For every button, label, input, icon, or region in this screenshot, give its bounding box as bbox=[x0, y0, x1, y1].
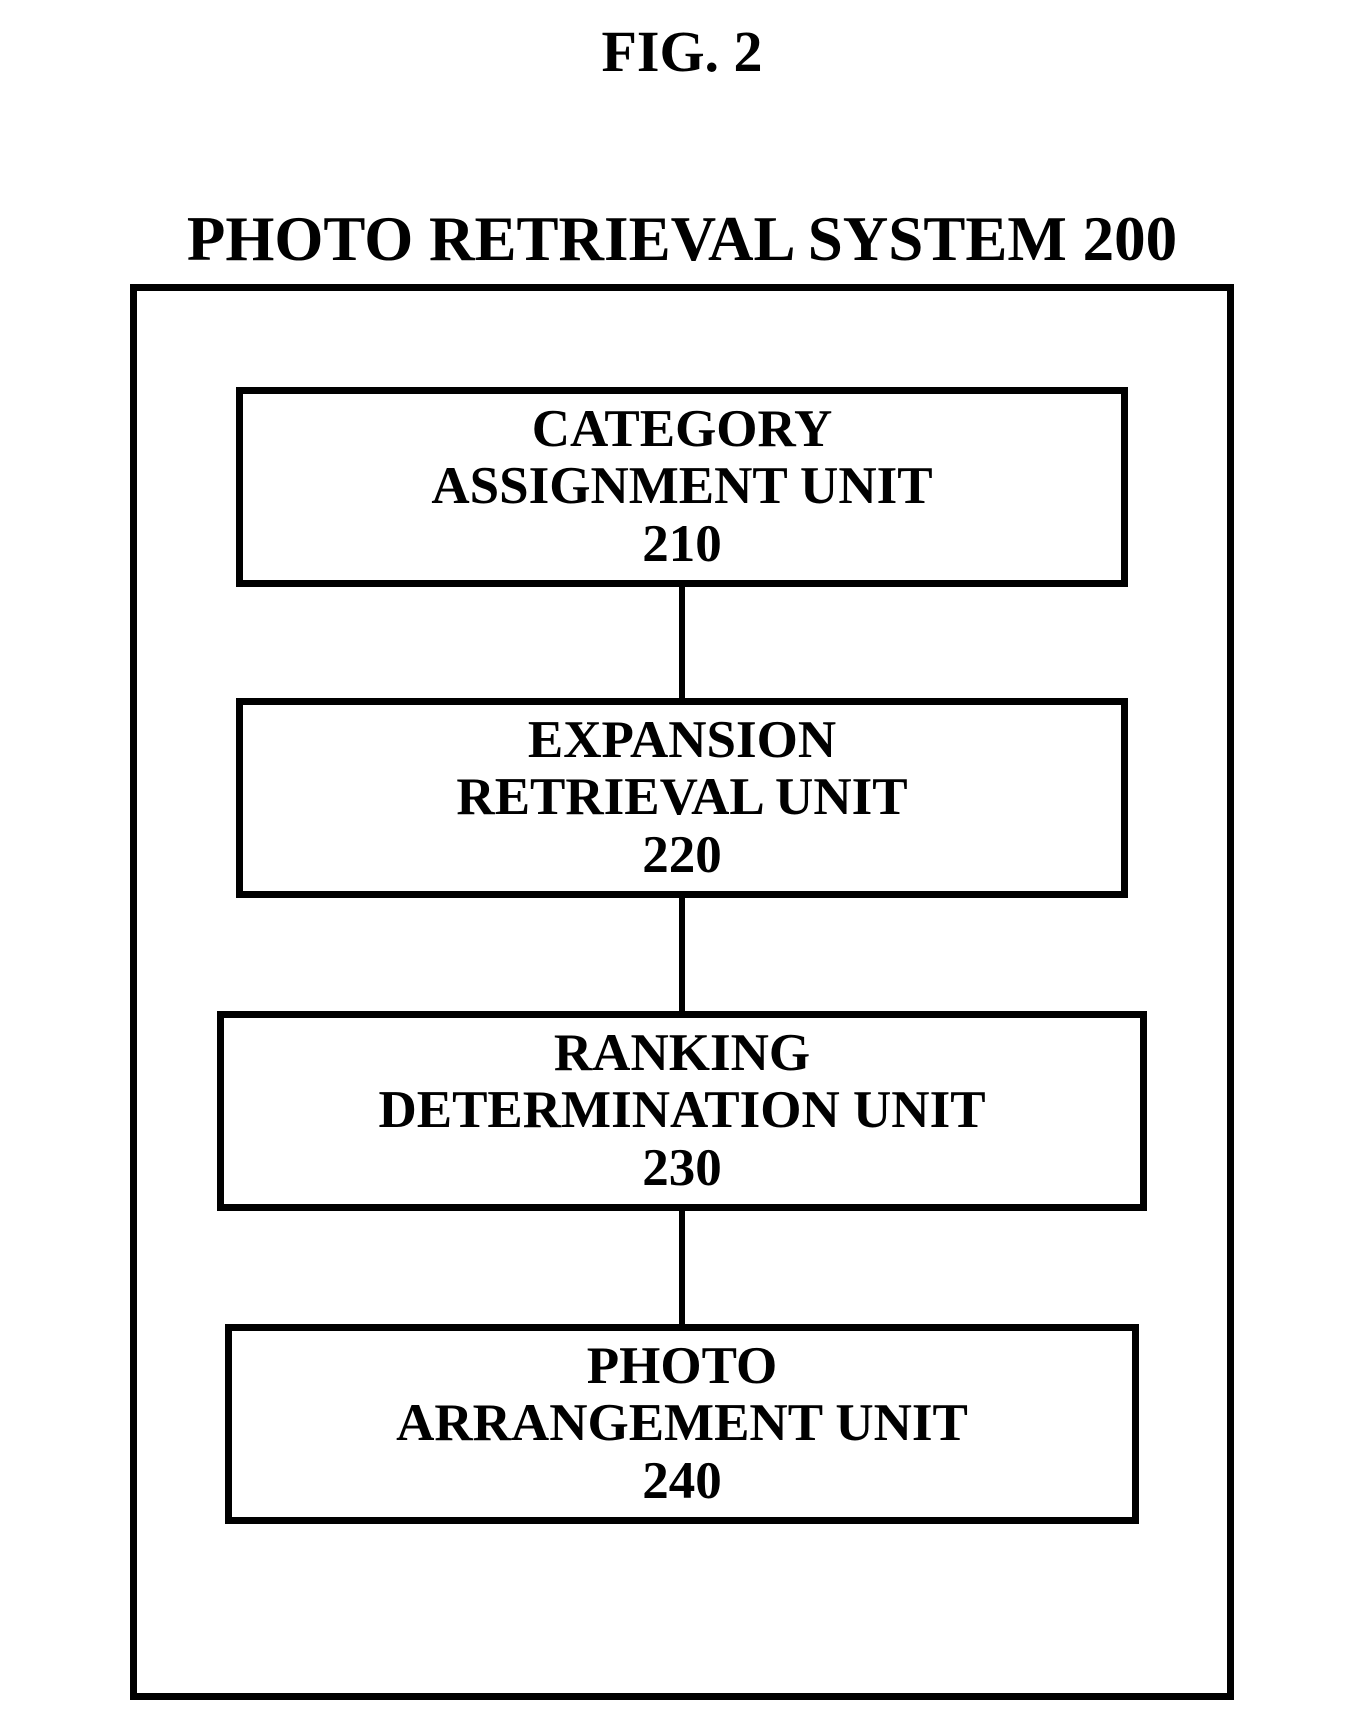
unit-ref-number: 210 bbox=[642, 516, 722, 573]
unit-label-line1: RANKING bbox=[554, 1025, 810, 1082]
system-title: PHOTO RETRIEVAL SYSTEM 200 bbox=[122, 203, 1242, 276]
ranking-determination-unit: RANKING DETERMINATION UNIT 230 bbox=[217, 1011, 1147, 1211]
connector-3 bbox=[679, 1211, 685, 1324]
unit-label-line2: DETERMINATION UNIT bbox=[378, 1082, 985, 1139]
unit-label-line2: ASSIGNMENT UNIT bbox=[431, 458, 932, 515]
category-assignment-unit: CATEGORY ASSIGNMENT UNIT 210 bbox=[236, 387, 1128, 587]
figure-title: FIG. 2 bbox=[0, 18, 1364, 85]
expansion-retrieval-unit: EXPANSION RETRIEVAL UNIT 220 bbox=[236, 698, 1128, 898]
unit-label-line1: EXPANSION bbox=[528, 712, 836, 769]
figure-canvas: FIG. 2 PHOTO RETRIEVAL SYSTEM 200 CATEGO… bbox=[0, 0, 1364, 1726]
unit-label-line2: RETRIEVAL UNIT bbox=[456, 769, 907, 826]
unit-label-line1: PHOTO bbox=[587, 1338, 777, 1395]
unit-ref-number: 240 bbox=[642, 1453, 722, 1510]
unit-label-line2: ARRANGEMENT UNIT bbox=[396, 1395, 968, 1452]
unit-ref-number: 220 bbox=[642, 827, 722, 884]
unit-ref-number: 230 bbox=[642, 1140, 722, 1197]
unit-label-line1: CATEGORY bbox=[532, 401, 832, 458]
connector-1 bbox=[679, 587, 685, 698]
connector-2 bbox=[679, 898, 685, 1011]
photo-arrangement-unit: PHOTO ARRANGEMENT UNIT 240 bbox=[225, 1324, 1139, 1524]
